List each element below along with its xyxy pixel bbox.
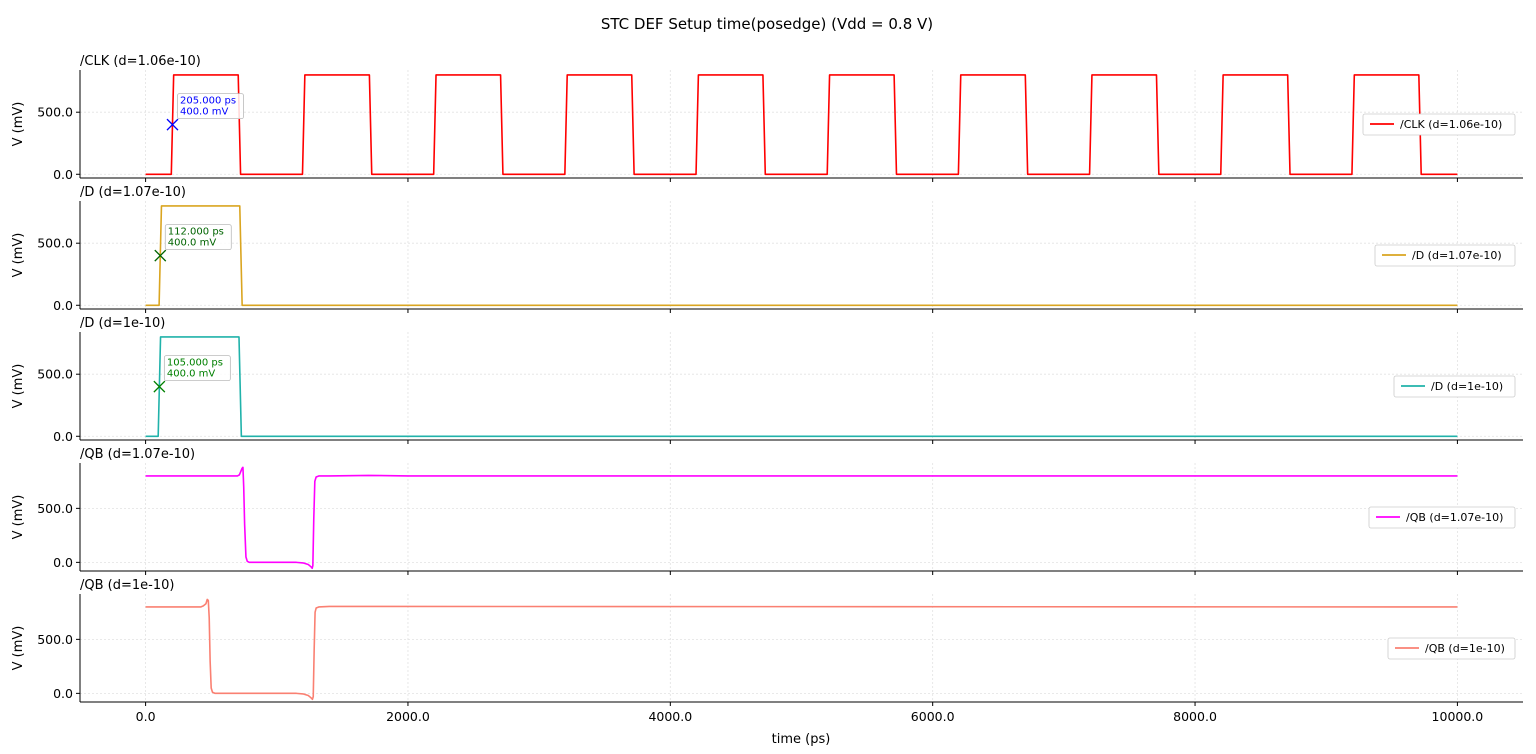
annotation-box xyxy=(164,224,232,251)
annotation-text: 205.000 ps xyxy=(180,96,236,107)
panel-1: 0.0 500.0 V (mV) /CLK (d=1.06e-10) 205.000 p… xyxy=(11,54,1523,182)
legend-box xyxy=(1387,637,1516,660)
x-tick-label: 4000.0 xyxy=(648,709,692,724)
panels-group: 0.0 500.0 V (mV) /CLK (d=1.06e-10) 205.000 p… xyxy=(11,54,1523,724)
series-line xyxy=(145,598,1458,701)
legend-box xyxy=(1393,375,1516,398)
panel-4: 0.0 500.0 V (mV) /QB (d=1.07e-10) /QB (d=1.0… xyxy=(11,447,1523,575)
legend-box xyxy=(1362,113,1516,136)
annotation-box xyxy=(177,93,244,120)
y-tick-label: 500.0 xyxy=(37,367,73,382)
legend-box xyxy=(1374,244,1516,267)
legend-label: /QB (d=1e-10) xyxy=(1425,642,1505,655)
y-tick-label: 500.0 xyxy=(37,632,73,647)
cross-marker xyxy=(166,118,179,131)
panel-title: /QB (d=1e-10) xyxy=(80,578,174,593)
panel-2: 0.0 500.0 V (mV) /D (d=1.07e-10) 112.000 ps4… xyxy=(11,185,1523,313)
y-tick-label: 0.0 xyxy=(53,686,73,701)
series-line xyxy=(145,336,1458,438)
y-tick-label: 0.0 xyxy=(53,429,73,444)
series-line xyxy=(145,74,1458,176)
legend-label: /CLK (d=1.06e-10) xyxy=(1400,118,1502,131)
y-tick-label: 500.0 xyxy=(37,236,73,251)
y-axis-label: V (mV) xyxy=(11,626,26,671)
x-tick-label: 10000.0 xyxy=(1432,709,1484,724)
panel-3: 0.0 500.0 V (mV) /D (d=1e-10) 105.000 ps400.… xyxy=(11,316,1523,444)
x-tick-label: 8000.0 xyxy=(1173,709,1217,724)
panel-title: /CLK (d=1.06e-10) xyxy=(80,54,201,69)
y-axis-label: V (mV) xyxy=(11,364,26,409)
annotation-text: 112.000 ps xyxy=(168,227,224,238)
legend-box xyxy=(1368,506,1516,529)
annotation-text: 400.0 mV xyxy=(167,369,216,380)
panel-5: 0.0 500.0 0.0 2000.0 4000.0 6000.0 8000.0 10000… xyxy=(11,578,1523,724)
y-axis-label: V (mV) xyxy=(11,102,26,147)
y-axis-label: V (mV) xyxy=(11,233,26,278)
chart-title: STC DEF Setup time(posedge) (Vdd = 0.8 V… xyxy=(601,15,933,33)
y-tick-label: 500.0 xyxy=(37,501,73,516)
x-tick-label: 0.0 xyxy=(136,709,156,724)
y-tick-label: 0.0 xyxy=(53,167,73,182)
panel-title: /D (d=1.07e-10) xyxy=(80,185,186,200)
y-tick-label: 0.0 xyxy=(53,298,73,313)
series-line xyxy=(145,205,1458,307)
x-tick-label: 6000.0 xyxy=(911,709,955,724)
x-tick-label: 2000.0 xyxy=(386,709,430,724)
cross-marker xyxy=(154,249,167,262)
cross-marker xyxy=(153,380,166,393)
annotation-text: 105.000 ps xyxy=(167,358,223,369)
panel-title: /QB (d=1.07e-10) xyxy=(80,447,195,462)
legend-label: /D (d=1.07e-10) xyxy=(1412,249,1502,262)
annotation-box xyxy=(163,355,231,382)
y-tick-label: 500.0 xyxy=(37,105,73,120)
legend-label: /D (d=1e-10) xyxy=(1431,380,1503,393)
legend-label: /QB (d=1.07e-10) xyxy=(1406,511,1503,524)
annotation-text: 400.0 mV xyxy=(180,107,229,118)
x-axis-label: time (ps) xyxy=(772,732,831,747)
y-axis-label: V (mV) xyxy=(11,495,26,540)
panel-title: /D (d=1e-10) xyxy=(80,316,165,331)
series-line xyxy=(145,466,1458,570)
y-tick-label: 0.0 xyxy=(53,555,73,570)
annotation-text: 400.0 mV xyxy=(168,238,217,249)
